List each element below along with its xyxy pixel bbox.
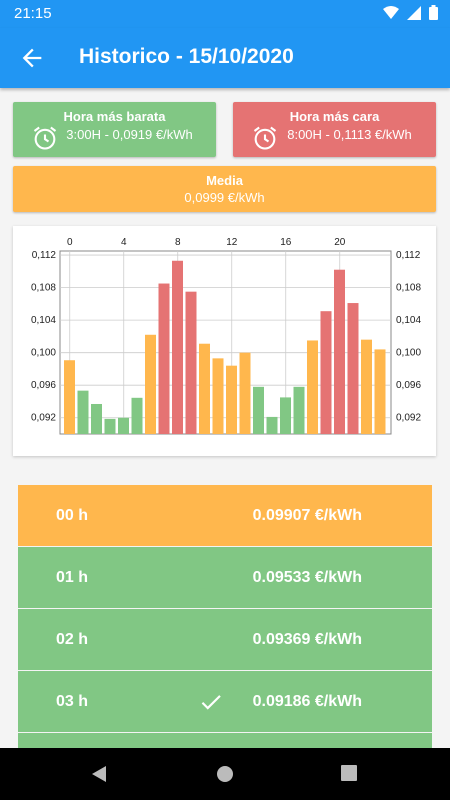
bar-hour-14 [253,386,264,434]
x-tick-label: 20 [334,237,346,248]
bar-hour-4 [118,417,129,434]
alarm-clock-icon [33,126,57,150]
bar-hour-9 [185,291,197,434]
signal-icon [407,5,421,20]
bar-hour-16 [280,397,291,434]
y-tick-label-right: 0,104 [396,315,421,326]
bar-hour-18 [307,340,318,434]
price-value: 0.09186 €/kWh [252,693,362,710]
average-value: 0,0999 €/kWh [184,190,265,205]
expensive-value: 8:00H - 0,1113 €/kWh [287,127,412,142]
y-tick-label-left: 0,112 [32,250,57,261]
bar-hour-10 [199,343,210,434]
bar-hour-23 [374,349,386,434]
list-item[interactable]: 02 h 0.09369 €/kWh [18,609,432,670]
hour-label: 03 h [56,693,89,710]
hour-label: 02 h [56,631,89,648]
list-item[interactable]: 03 h 0.09186 €/kWh [18,671,432,732]
status-bar: 21:15 [0,0,450,28]
bar-hour-7 [158,283,170,434]
nav-home-icon[interactable] [216,765,234,783]
bar-hour-2 [91,403,102,434]
y-tick-label-left: 0,104 [31,315,56,326]
bar-hour-0 [64,360,75,434]
bar-hour-20 [334,269,345,434]
app-bar: Historico - 15/10/2020 [0,28,450,88]
price-chart: 0,092 0,092 0,096 0,096 0,100 0,100 0,104 0,104… [13,226,436,456]
expensive-hour-card: Hora más cara 8:00H - 0,1113 €/kWh [233,102,436,157]
cheapest-hour-card: Hora más barata 3:00H - 0,0919 €/kWh [13,102,216,157]
bar-hour-12 [226,365,237,434]
x-tick-label: 16 [280,237,292,248]
chart-frame [59,250,392,435]
bar-hour-1 [77,390,89,434]
x-tick-label: 8 [175,237,181,248]
x-tick-label: 4 [121,237,127,248]
navigation-bar [0,748,450,800]
price-value: 0.09907 €/kWh [252,507,362,524]
bar-hour-21 [347,303,359,434]
check-icon [201,695,221,710]
bar-hour-3 [104,418,116,434]
bar-hour-11 [212,358,224,434]
hourly-price-list: 00 h 0.09907 €/kWh 01 h 0.09533 €/kWh 02 h 0.… [18,485,432,750]
hour-label: 01 h [56,569,89,586]
bar-hour-17 [293,386,305,434]
nav-back-icon[interactable] [90,765,108,783]
y-tick-label-left: 0,092 [31,413,56,424]
y-tick-label-left: 0,096 [31,380,56,391]
list-item[interactable]: 01 h 0.09533 €/kWh [18,547,432,608]
wifi-icon [383,5,399,19]
average-title: Media [206,173,243,188]
page-title: Historico - 15/10/2020 [79,45,294,68]
average-card: Media 0,0999 €/kWh [13,166,436,212]
y-tick-label-right: 0,100 [396,348,421,359]
alarm-clock-icon [253,126,277,150]
y-tick-label-right: 0,092 [396,413,421,424]
bar-hour-5 [131,397,143,434]
x-tick-label: 12 [226,237,238,248]
list-item[interactable] [18,733,432,750]
bar-hour-19 [320,311,332,434]
price-value: 0.09369 €/kWh [252,631,362,648]
y-tick-label-left: 0,108 [31,283,56,294]
bar-hour-15 [266,416,278,434]
list-item[interactable]: 00 h 0.09907 €/kWh [18,485,432,546]
y-tick-label-left: 0,100 [31,348,56,359]
bar-hour-6 [145,334,156,434]
cheapest-value: 3:00H - 0,0919 €/kWh [66,127,193,142]
y-tick-label-right: 0,108 [396,283,421,294]
x-tick-label: 0 [67,237,73,248]
bar-hour-8 [172,260,183,434]
battery-icon [429,5,438,20]
arrow-back-icon[interactable] [18,44,46,72]
cheapest-title: Hora más barata [63,109,166,124]
price-bar-chart: 0,092 0,092 0,096 0,096 0,100 0,100 0,104 0,104… [31,237,421,435]
status-time: 21:15 [14,5,52,22]
hour-label: 00 h [56,507,89,524]
nav-recents-icon[interactable] [341,765,357,781]
y-tick-label-right: 0,096 [396,380,421,391]
bar-hour-22 [361,339,372,434]
expensive-title: Hora más cara [289,109,380,124]
bar-hour-13 [239,352,251,434]
price-value: 0.09533 €/kWh [252,569,362,586]
y-tick-label-right: 0,112 [396,250,421,261]
